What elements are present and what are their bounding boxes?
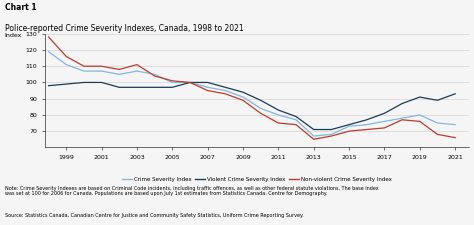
- Legend: Crime Severity Index, Violent Crime Severity Index, Non-violent Crime Severity I: Crime Severity Index, Violent Crime Seve…: [120, 175, 394, 184]
- Text: Chart 1: Chart 1: [5, 3, 36, 12]
- Text: Source: Statistics Canada, Canadian Centre for Justice and Community Safety Stat: Source: Statistics Canada, Canadian Cent…: [5, 213, 303, 218]
- Text: Index: Index: [5, 33, 22, 38]
- Text: Police-reported Crime Severity Indexes, Canada, 1998 to 2021: Police-reported Crime Severity Indexes, …: [5, 24, 243, 33]
- Text: Note: Crime Severity Indexes are based on Criminal Code incidents, including tra: Note: Crime Severity Indexes are based o…: [5, 186, 378, 196]
